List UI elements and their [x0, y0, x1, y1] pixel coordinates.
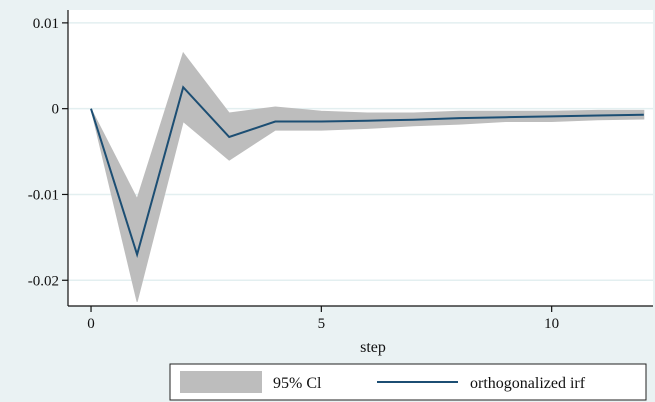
x-tick-label: 0	[87, 316, 95, 332]
x-tick-label: 10	[544, 316, 559, 332]
legend-irf-label: orthogonalized irf	[470, 375, 586, 392]
y-tick-label: -0.02	[28, 273, 59, 289]
y-tick-label: 0.01	[33, 16, 59, 32]
x-ticks: 0 5 10	[87, 306, 559, 332]
irf-line	[90, 85, 644, 259]
x-axis-title: step	[360, 339, 386, 356]
y-tick-label: 0	[52, 102, 60, 118]
irf-line-group	[90, 85, 644, 259]
x-tick-label: 5	[318, 316, 326, 332]
y-ticks: 0.01 0 -0.01 -0.02	[28, 16, 68, 289]
legend: 95% Cl orthogonalized irf	[169, 363, 647, 401]
legend-ci-swatch	[180, 371, 262, 393]
y-tick-label: -0.01	[28, 187, 59, 203]
legend-ci-label: 95% Cl	[273, 375, 322, 392]
